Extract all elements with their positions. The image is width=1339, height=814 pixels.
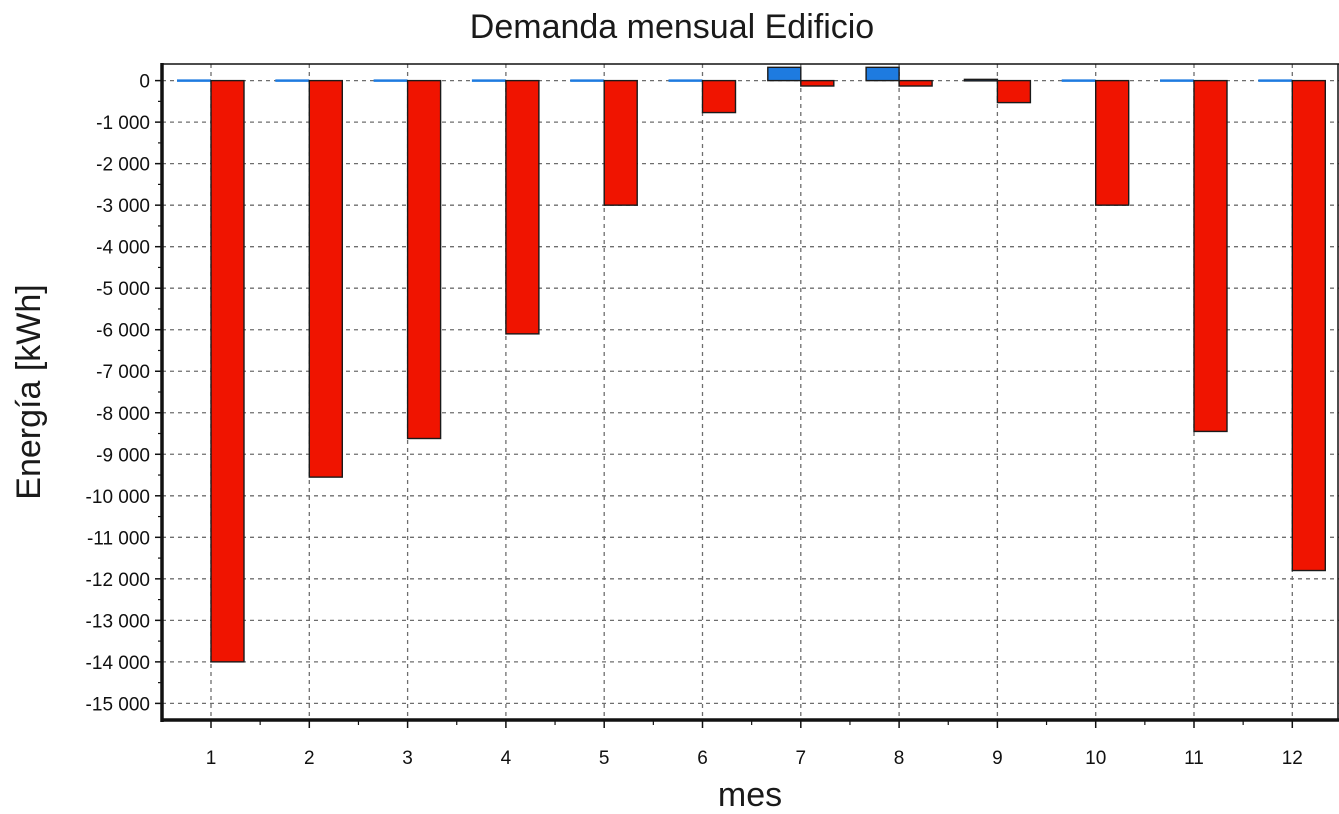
bar-series-2-month-1: [210, 79, 245, 663]
y-tick-label: -6 000: [96, 321, 150, 342]
x-tick-label: 8: [894, 748, 905, 769]
x-axis-title: mes: [718, 776, 782, 814]
y-tick-label: -5 000: [96, 279, 150, 300]
bar-series-1-month-9: [963, 78, 999, 82]
y-tick-label: -8 000: [96, 404, 150, 425]
x-tick-label: 3: [402, 748, 413, 769]
bar-series-2-month-6: [701, 79, 737, 114]
bar-series-2-month-5: [603, 79, 638, 206]
y-axis-title: Energía [kWh]: [10, 284, 48, 499]
bar-series-2-month-10: [1094, 79, 1130, 206]
bar-series-2-month-12: [1291, 79, 1327, 572]
grid-lines: [162, 64, 1339, 720]
chart-title: Demanda mensual Edificio: [470, 8, 874, 46]
x-tick-label: 7: [796, 748, 807, 769]
y-tick-label: 0: [139, 72, 150, 93]
bar-series-2-month-8: [898, 79, 933, 87]
x-tick-label: 12: [1282, 748, 1303, 769]
y-tick-label: -13 000: [86, 611, 150, 632]
y-tick-label: -7 000: [96, 362, 150, 383]
bar-series-2-month-9: [996, 79, 1032, 104]
bar-series-2-month-11: [1193, 79, 1228, 433]
bar-series-2-month-4: [505, 79, 540, 335]
x-tick-label: 2: [304, 748, 315, 769]
plot-frame: [160, 63, 1339, 722]
x-tick-label: 4: [501, 748, 512, 769]
bar-series-2-month-2: [308, 79, 343, 478]
x-tick-label: 9: [992, 748, 1003, 769]
x-axis-ticks: 1 2 3 4 5 6 7 8 9 10 11 12: [206, 720, 1303, 769]
bars: [177, 66, 1327, 663]
bar-series-1-month-8: [865, 66, 900, 82]
x-tick-label: 10: [1085, 748, 1106, 769]
x-tick-label: 11: [1184, 748, 1204, 769]
bar-series-2-month-7: [800, 79, 835, 87]
y-tick-label: -4 000: [96, 238, 150, 259]
y-tick-label: -9 000: [96, 445, 150, 466]
bar-series-2-month-3: [406, 79, 442, 440]
y-axis-ticks: 0 -1 000 -2 000 -3 000 -4 000 -5 000 -6 000 -7 …: [86, 72, 162, 715]
y-tick-label: -14 000: [86, 653, 150, 674]
y-tick-label: -1 000: [96, 113, 150, 134]
y-tick-label: -11 000: [87, 528, 150, 549]
bar-series-1-month-7: [767, 66, 802, 82]
y-tick-label: -15 000: [86, 694, 150, 715]
x-tick-label: 5: [599, 748, 610, 769]
y-tick-label: -12 000: [86, 570, 150, 591]
y-tick-label: -10 000: [86, 487, 150, 508]
x-tick-label: 1: [206, 748, 217, 769]
y-tick-label: -3 000: [96, 196, 150, 217]
x-tick-label: 6: [697, 748, 708, 769]
y-tick-label: -2 000: [96, 155, 150, 176]
